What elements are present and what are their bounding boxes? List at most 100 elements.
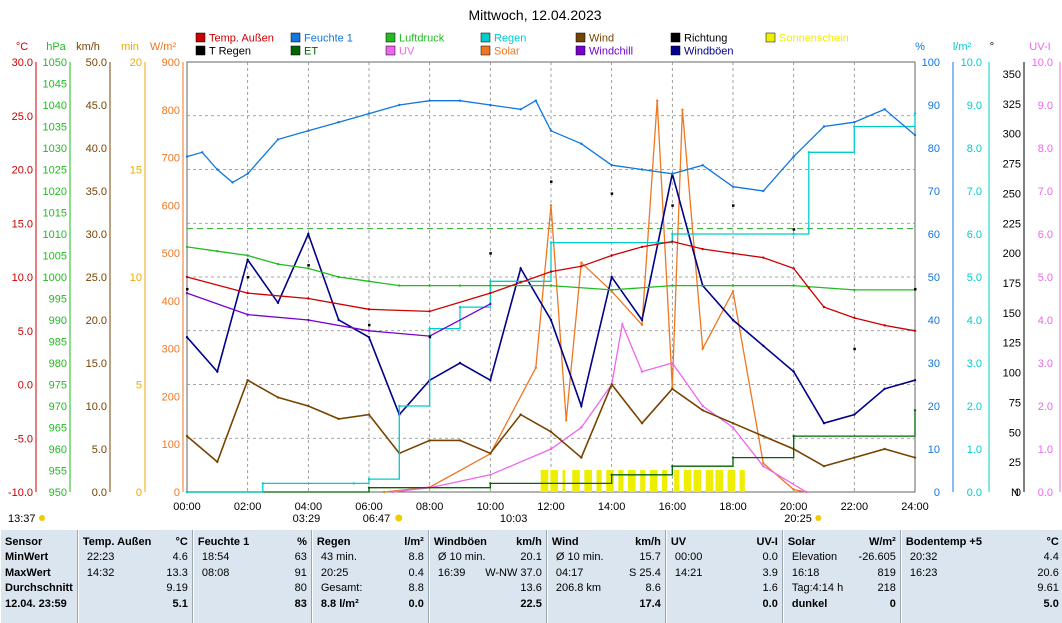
data-point bbox=[261, 482, 265, 485]
sunshine-bar bbox=[693, 470, 697, 492]
stats-row: Ø 10 min. 15.7 bbox=[552, 550, 661, 566]
data-point bbox=[367, 112, 371, 115]
stats-cell-value: 0 bbox=[889, 597, 896, 610]
direction-point bbox=[428, 335, 432, 339]
data-point bbox=[185, 336, 189, 339]
data-point bbox=[534, 99, 538, 102]
direction-point bbox=[246, 276, 250, 279]
data-point bbox=[681, 108, 684, 111]
legend-label: Sonnenschein bbox=[779, 33, 849, 45]
data-point bbox=[701, 404, 704, 408]
sunshine-bar bbox=[543, 470, 546, 492]
axis-tick-label: 1000 bbox=[43, 272, 67, 284]
data-point bbox=[913, 456, 917, 459]
data-point bbox=[792, 267, 795, 270]
axis-tick-label: 50.0 bbox=[86, 57, 107, 69]
data-point bbox=[580, 261, 583, 264]
legend-label: Wind bbox=[589, 33, 614, 45]
stats-group: Wind km/h Ø 10 min. 15.7 04:17 S 25.4 206.8 km… bbox=[546, 530, 666, 623]
data-point bbox=[367, 329, 371, 332]
data-point bbox=[307, 129, 310, 132]
data-point bbox=[762, 256, 765, 259]
data-point bbox=[671, 240, 674, 243]
axis-tick-label: 500 bbox=[162, 248, 180, 260]
axis-tick-label: 0 bbox=[174, 487, 180, 499]
direction-point bbox=[307, 264, 310, 267]
axis-tick-label: 200 bbox=[162, 391, 180, 403]
stats-cell-label: 20:32 bbox=[909, 551, 938, 564]
stats-cell-label: Ø 10 min. bbox=[555, 551, 604, 564]
axis-tick-label: 1.0 bbox=[967, 444, 982, 456]
stats-row: Ø 10 min. 20.1 bbox=[434, 550, 542, 566]
stats-cell-value: 4.4 bbox=[1043, 551, 1059, 564]
data-point bbox=[216, 460, 219, 464]
sunshine-bar bbox=[708, 470, 711, 492]
data-point bbox=[337, 121, 340, 124]
axis-tick-label: 20 bbox=[130, 57, 142, 69]
axis-unit: W/m² bbox=[150, 41, 177, 53]
chart-title: Mittwoch, 12.04.2023 bbox=[468, 7, 601, 23]
axis-tick-label: 965 bbox=[49, 423, 67, 435]
data-point bbox=[640, 370, 644, 373]
x-tick-label: 16:00 bbox=[659, 501, 687, 513]
axis-tick-label: 0.0 bbox=[18, 380, 33, 392]
axes: °C 30.0 25.0 20.0 15.0 10.0 5.0 0.0 -5.0 -10.0 hPa… bbox=[8, 41, 1061, 513]
data-point bbox=[428, 99, 431, 102]
axis-tick-label: 2.0 bbox=[1038, 401, 1053, 413]
stats-cell-value: 819 bbox=[877, 566, 896, 579]
legend-swatch bbox=[765, 32, 776, 43]
sunshine-bar bbox=[739, 470, 743, 492]
stats-cell-value: 91 bbox=[294, 566, 307, 579]
data-point bbox=[367, 486, 371, 489]
axis-tick-label: 980 bbox=[49, 358, 67, 370]
statistics-table: Sensor MinWert MaxWert Durchschnitt 12.0… bbox=[0, 530, 1062, 623]
data-point bbox=[246, 258, 249, 261]
weather-chart: Mittwoch, 12.04.2023 Temp. Außen Feuchte … bbox=[7, 7, 1061, 525]
stats-cell-label: Tag:4:14 h bbox=[791, 582, 844, 595]
axis-tick-label: 75 bbox=[1009, 397, 1021, 409]
sunshine-bar bbox=[729, 470, 733, 492]
legend-swatch bbox=[670, 32, 681, 43]
stats-group-unit: UV-I bbox=[756, 535, 778, 548]
data-point bbox=[853, 121, 856, 124]
axis-tick-label: 175 bbox=[1003, 278, 1021, 290]
stats-cell-value: W-NW 37.0 bbox=[485, 566, 542, 579]
data-point bbox=[792, 434, 795, 438]
axis-tick-label: 45.0 bbox=[86, 100, 107, 112]
direction-point bbox=[914, 287, 917, 291]
axis-tick-label: 25.0 bbox=[86, 272, 107, 284]
data-point bbox=[853, 288, 856, 292]
stats-row-label: Durchschnitt bbox=[5, 582, 73, 595]
stats-row: 13.6 bbox=[434, 581, 541, 597]
data-point bbox=[671, 172, 674, 175]
data-point bbox=[185, 291, 189, 295]
direction-point bbox=[853, 347, 856, 351]
axis-unit: l/m² bbox=[953, 41, 972, 53]
data-point bbox=[731, 318, 735, 322]
stats-cell-label: 00:00 bbox=[674, 551, 703, 564]
data-point bbox=[655, 99, 659, 102]
stats-cell-label: 16:18 bbox=[791, 566, 820, 579]
legend-label: Temp. Außen bbox=[209, 33, 274, 45]
axis-tick-label: 10 bbox=[130, 272, 142, 284]
data-point bbox=[762, 189, 765, 193]
data-point bbox=[276, 138, 280, 141]
data-point bbox=[807, 286, 811, 289]
stats-row: 08:08 91 bbox=[198, 565, 307, 581]
stats-cell-label: 14:32 bbox=[86, 566, 115, 579]
sunshine-bar bbox=[642, 470, 646, 492]
axis-tick-label: 40 bbox=[928, 315, 940, 327]
axis-tick-label: 4.0 bbox=[1038, 315, 1053, 327]
axis-tick-label: 955 bbox=[49, 466, 67, 478]
axis-tick-label: 325 bbox=[1003, 99, 1021, 111]
data-point bbox=[549, 447, 553, 451]
data-point bbox=[610, 254, 613, 257]
data-point bbox=[337, 275, 340, 279]
sunshine-bar bbox=[674, 470, 677, 492]
stats-group-header: Temp. Außen °C bbox=[83, 534, 188, 550]
sunshine-bar bbox=[695, 470, 699, 492]
sun-icon bbox=[395, 514, 403, 522]
sunshine-bar bbox=[611, 470, 614, 492]
stats-group-header: Solar W/m² bbox=[788, 534, 896, 550]
data-point bbox=[805, 490, 808, 494]
